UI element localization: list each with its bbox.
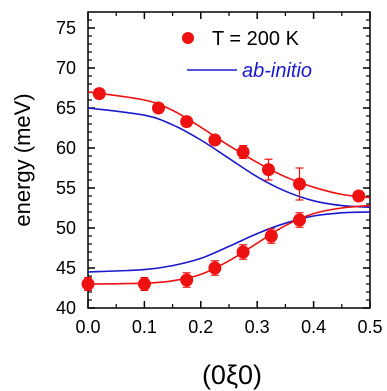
data-point-upper (352, 189, 366, 203)
legend-marker-measured (182, 32, 194, 44)
ab-initio-curve-lower (87, 211, 371, 273)
fit-curve-lower (87, 204, 371, 285)
data-point-lower (293, 213, 306, 227)
legend-label-measured: T = 200 K (212, 28, 300, 50)
legend: T = 200 K ab-initio (182, 28, 312, 82)
data-point-lower (264, 229, 278, 243)
data-point-lower (236, 245, 250, 259)
data-point-upper (261, 163, 275, 177)
ab-initio-curves (87, 107, 371, 273)
y-tick-label: 40 (56, 298, 76, 318)
x-tick-label: 0.0 (75, 317, 100, 337)
axis-ticks: 0.0 0.1 0.2 0.3 0.4 0.5 40 45 50 55 60 65 70 75 (56, 12, 383, 337)
x-tick-label: 0.5 (357, 317, 382, 337)
ab-initio-curve-upper (87, 107, 371, 208)
data-point-lower (208, 261, 222, 275)
data-point-lower (180, 273, 194, 287)
x-tick-label: 0.4 (301, 317, 326, 337)
y-tick-label: 65 (56, 98, 76, 118)
y-tick-label: 45 (56, 258, 76, 278)
plot-frame (87, 11, 371, 309)
y-tick-label: 50 (56, 218, 76, 238)
data-point-upper (293, 177, 306, 191)
data-point-upper (208, 133, 222, 147)
fit-curve-upper (87, 91, 371, 199)
x-tick-label: 0.1 (132, 317, 157, 337)
data-points (81, 87, 366, 291)
x-tick-label: 0.3 (245, 317, 270, 337)
legend-label-ab-initio: ab-initio (242, 60, 312, 82)
y-tick-label: 70 (56, 58, 76, 78)
fit-curves (87, 91, 371, 285)
data-point-upper (236, 145, 250, 159)
y-tick-label: 60 (56, 138, 76, 158)
y-tick-label: 75 (56, 18, 76, 38)
data-point-upper (92, 87, 106, 101)
x-tick-label: 0.2 (188, 317, 213, 337)
y-axis-label: energy (meV) (10, 93, 35, 226)
data-point-lower (137, 277, 151, 291)
data-point-lower (81, 277, 95, 291)
y-tick-label: 55 (56, 178, 76, 198)
data-point-upper (152, 101, 165, 115)
x-axis-label: (0ξ0) (202, 360, 262, 390)
data-point-upper (180, 115, 194, 129)
